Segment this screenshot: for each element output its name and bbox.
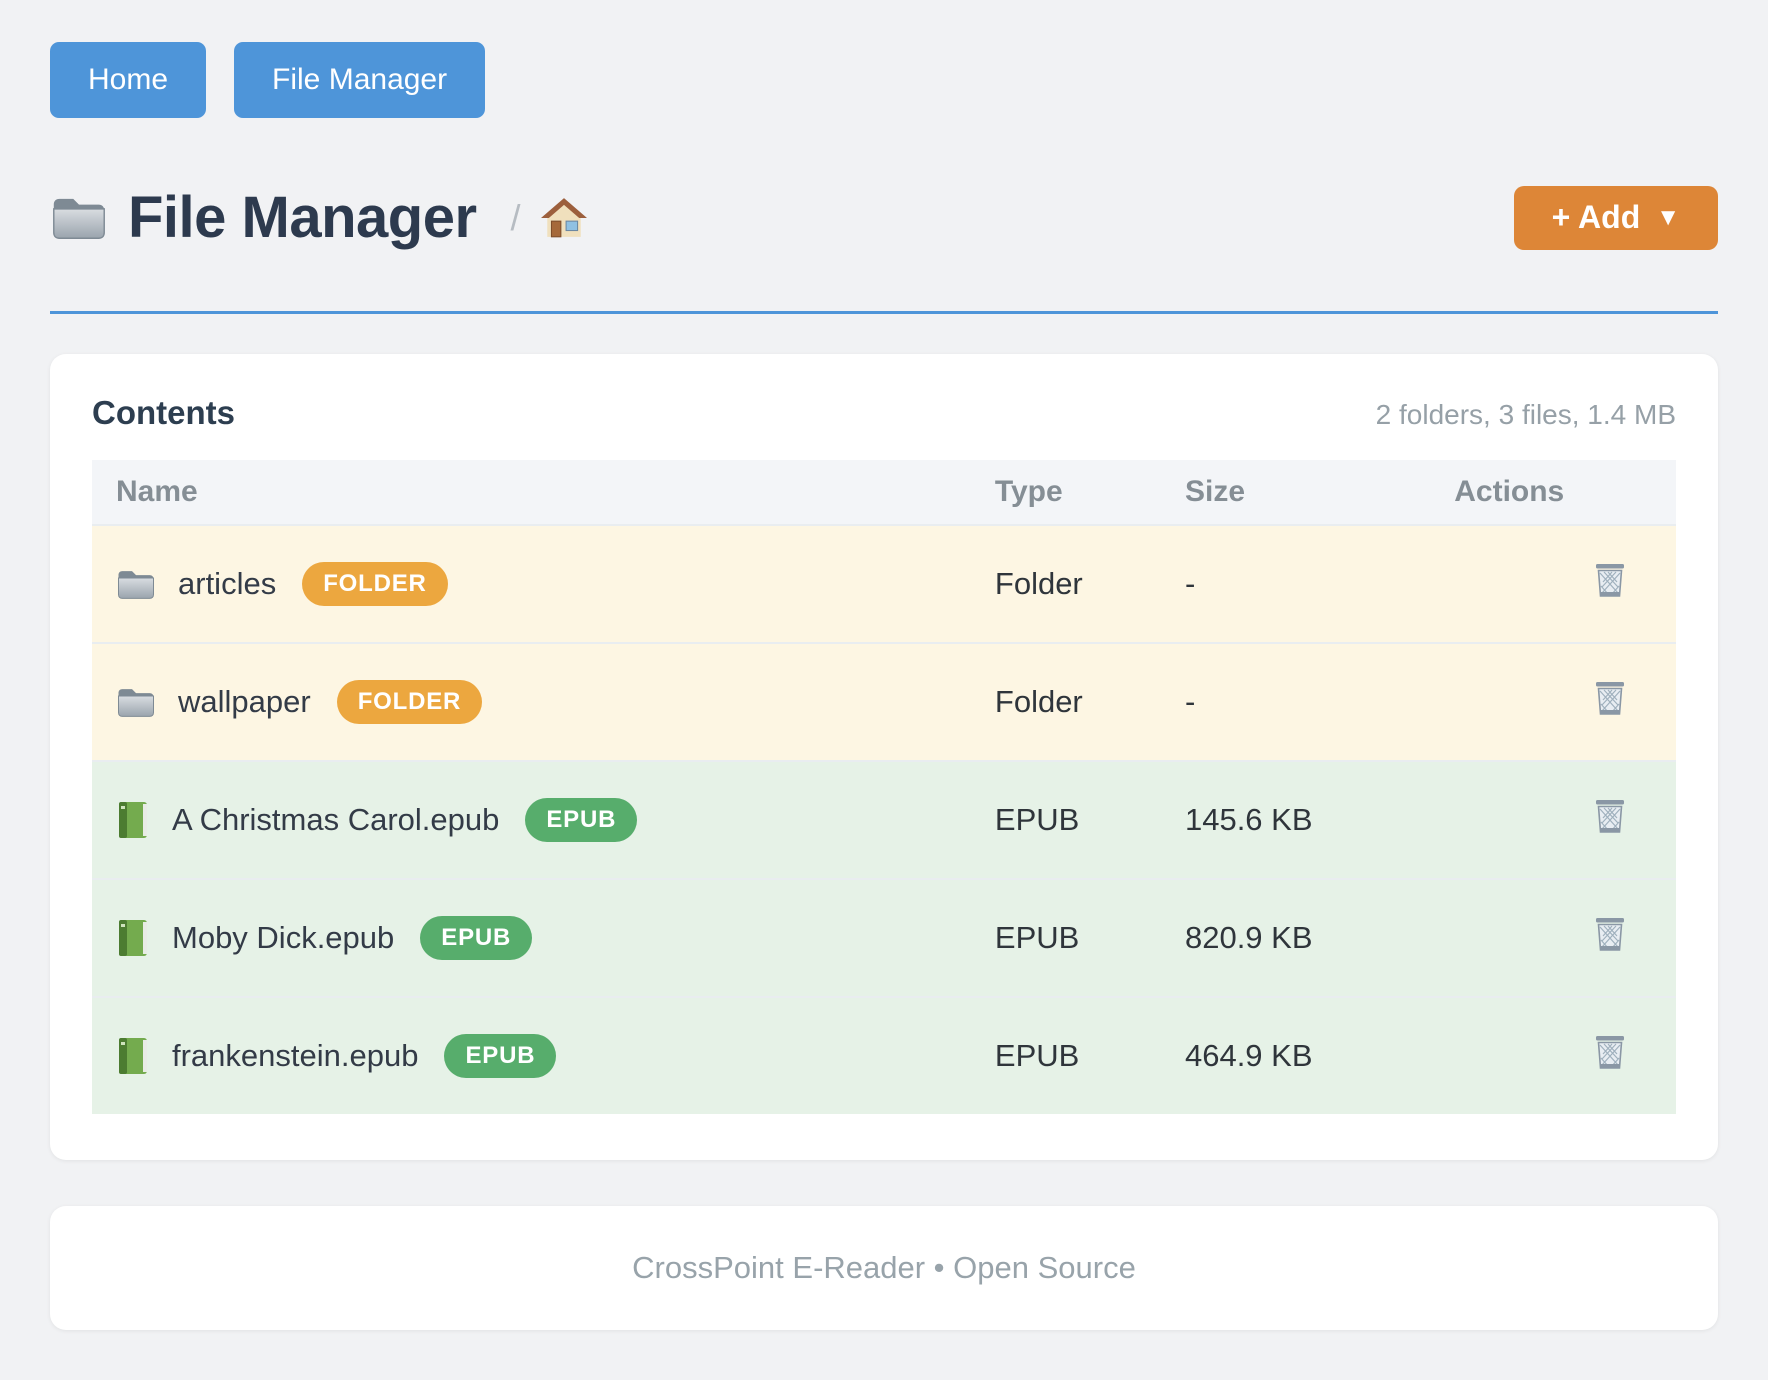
wastebasket-icon [1592,560,1628,600]
home-button[interactable]: Home [50,42,207,118]
header-divider [50,311,1718,314]
file-type-badge: EPUB [525,798,638,842]
add-button-label: + Add [1551,199,1641,235]
chevron-down-icon: ▼ [1656,203,1680,231]
folder-icon [50,193,108,242]
file-type-badge: FOLDER [336,680,483,724]
table-row: articles FOLDER Folder - [92,524,1676,643]
column-header-actions: Actions [1454,460,1676,525]
contents-summary: 2 folders, 3 files, 1.4 MB [1375,399,1676,430]
footer-card: CrossPoint E-Reader • Open Source [50,1206,1718,1330]
add-button[interactable]: + Add ▼ [1513,185,1718,250]
top-nav: Home File Manager [50,42,1718,118]
table-row: Moby Dick.epub EPUB EPUB 820.9 KB [92,878,1676,997]
file-name[interactable]: wallpaper [178,684,311,719]
delete-button[interactable] [1592,796,1628,836]
column-header-size: Size [1184,460,1455,525]
table-row: wallpaper FOLDER Folder - [92,642,1676,761]
folder-icon [116,685,156,719]
contents-title: Contents [92,394,235,431]
breadcrumb-separator: / [510,196,521,238]
page-title: File Manager [128,185,477,250]
file-size: - [1184,642,1455,761]
file-size: 820.9 KB [1184,878,1455,997]
table-row: A Christmas Carol.epub EPUB EPUB 145.6 K… [92,760,1676,879]
file-type: EPUB [994,878,1185,997]
folder-icon [116,567,156,601]
file-type-badge: EPUB [420,916,533,960]
footer-text: CrossPoint E-Reader • Open Source [632,1250,1136,1285]
file-type: EPUB [994,996,1185,1114]
file-size: 464.9 KB [1184,996,1455,1114]
wastebasket-icon [1592,796,1628,836]
file-type-badge: EPUB [444,1034,557,1078]
file-size: - [1184,524,1455,643]
green-book-icon [116,918,150,958]
column-header-type: Type [994,460,1185,525]
table-row: frankenstein.epub EPUB EPUB 464.9 KB [92,996,1676,1114]
delete-button[interactable] [1592,560,1628,600]
contents-card: Contents 2 folders, 3 files, 1.4 MB Name… [50,354,1718,1160]
table-header-row: Name Type Size Actions [92,460,1676,525]
file-size: 145.6 KB [1184,760,1455,879]
file-manager-button[interactable]: File Manager [234,42,486,118]
column-header-name: Name [92,460,995,525]
file-table-body: articles FOLDER Folder - wallpaper [92,524,1676,1114]
file-type: Folder [994,524,1185,643]
wastebasket-icon [1592,914,1628,954]
file-type-badge: FOLDER [302,562,448,606]
file-name[interactable]: frankenstein.epub [172,1038,419,1073]
wastebasket-icon [1592,1032,1628,1072]
file-name[interactable]: A Christmas Carol.epub [172,802,500,837]
delete-button[interactable] [1592,678,1628,718]
file-type: Folder [994,642,1185,761]
file-table: Name Type Size Actions articles FOLDER F… [92,460,1676,1114]
file-type: EPUB [994,760,1185,879]
file-name[interactable]: articles [178,566,277,601]
green-book-icon [116,800,150,840]
wastebasket-icon [1592,678,1628,718]
green-book-icon [116,1036,150,1076]
delete-button[interactable] [1592,1032,1628,1072]
delete-button[interactable] [1592,914,1628,954]
file-name[interactable]: Moby Dick.epub [172,920,395,955]
house-icon[interactable] [541,197,587,239]
page-header: File Manager / + Add ▼ [50,184,1718,251]
